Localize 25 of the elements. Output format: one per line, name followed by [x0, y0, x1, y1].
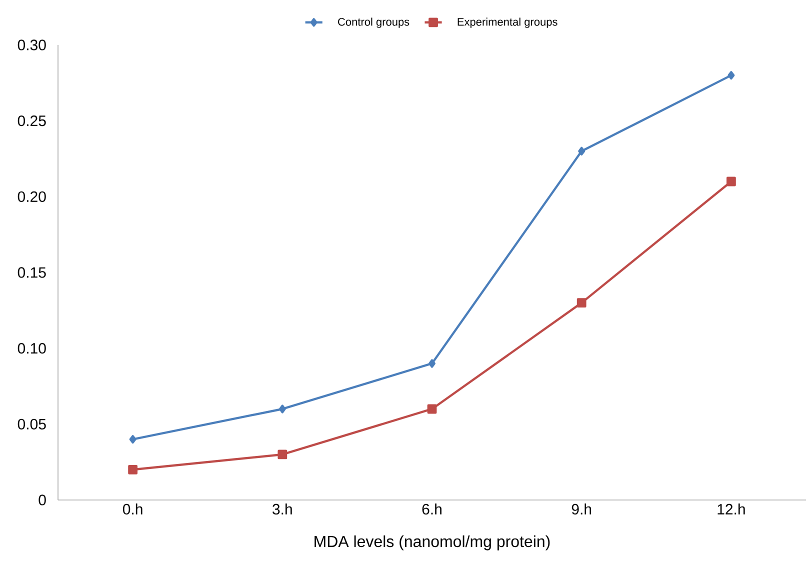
x-tick-label: 9.h [572, 504, 592, 515]
x-tick-label: 12.h [718, 504, 745, 514]
y-tick-label: 0.30 [18, 40, 46, 50]
x-tick-label: 0.h [122, 504, 142, 515]
x-tick-label: 3.h [272, 504, 292, 515]
point [576, 298, 586, 308]
y-tick-label: 0.25 [18, 116, 46, 126]
point [428, 359, 436, 368]
y-tick-label: 0.20 [18, 191, 46, 202]
legend-label: Control groups [338, 18, 410, 28]
point [726, 176, 736, 186]
y-tick-label: 0.05 [18, 418, 46, 430]
point [728, 71, 735, 80]
y-tick-label: 0.10 [18, 343, 46, 354]
legend-label: Experimental groups [458, 18, 558, 28]
x-axis-title: MDA levels (nanomol/mg protein) [314, 535, 550, 550]
point [278, 450, 288, 460]
point [278, 404, 286, 414]
point [129, 435, 136, 444]
point [128, 464, 138, 474]
y-tick-label: 0.15 [18, 267, 46, 278]
x-tick-label: 6.h [422, 504, 442, 515]
point [578, 146, 586, 156]
y-tick-label: 0 [38, 494, 46, 506]
point [427, 404, 437, 414]
